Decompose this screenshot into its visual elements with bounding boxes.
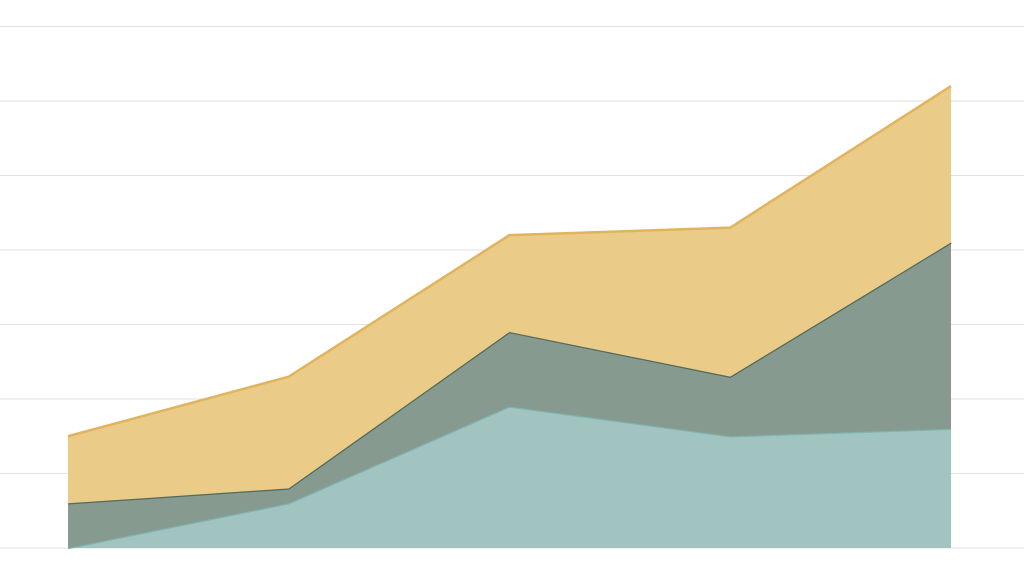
area — [68, 242, 951, 549]
area-edge — [67, 85, 952, 438]
area — [68, 86, 951, 504]
area — [68, 406, 951, 548]
